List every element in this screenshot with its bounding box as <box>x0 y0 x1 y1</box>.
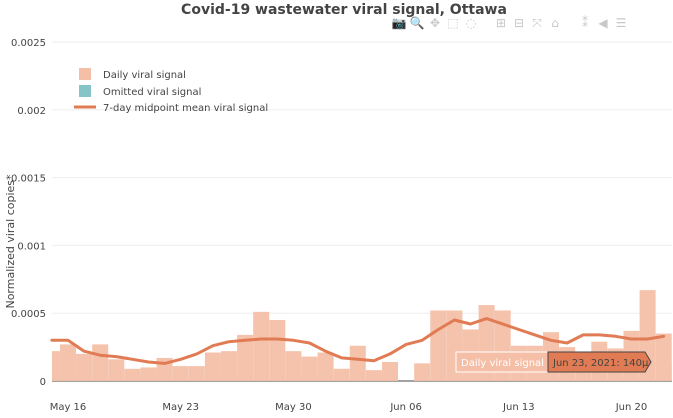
bar-daily-viral-signal[interactable] <box>76 354 92 381</box>
bar-daily-viral-signal[interactable] <box>253 312 269 381</box>
bar-daily-viral-signal[interactable] <box>141 367 157 381</box>
x-tick-label: May 23 <box>162 402 199 413</box>
bar-daily-viral-signal[interactable] <box>350 346 366 381</box>
bar-daily-viral-signal[interactable] <box>334 369 350 381</box>
box-select-icon[interactable]: ⬚ <box>446 16 460 30</box>
x-tick-label: May 30 <box>275 402 312 413</box>
x-tick-label: Jun 20 <box>615 402 648 413</box>
chart-modebar: 📷 🔍 ✥ ⬚ ◌ ⊞ ⊟ ⤧ ⌂ ⁑ ◀ ☰ <box>392 14 628 32</box>
y-tick-label: 0.0025 <box>11 38 46 49</box>
x-tick-label: May 16 <box>50 402 87 413</box>
bar-daily-viral-signal[interactable] <box>269 320 285 381</box>
hover-compare-icon[interactable]: ☰ <box>614 16 628 30</box>
x-tick-label: Jun 13 <box>502 402 535 413</box>
y-tick-label: 0 <box>40 377 46 388</box>
home-icon[interactable]: ⌂ <box>548 16 562 30</box>
legend-swatch <box>79 85 91 97</box>
bar-daily-viral-signal[interactable] <box>656 334 672 381</box>
bar-daily-viral-signal[interactable] <box>92 344 108 381</box>
bar-daily-viral-signal[interactable] <box>366 370 382 381</box>
y-tick-label: 0.002 <box>17 106 46 117</box>
y-axis-title: Normalized viral copies* <box>4 174 17 309</box>
legend-label[interactable]: 7-day midpoint mean viral signal <box>103 103 268 114</box>
pan-icon[interactable]: ✥ <box>428 16 442 30</box>
zoom-icon[interactable]: 🔍 <box>410 16 424 30</box>
y-tick-label: 0.0005 <box>11 309 46 320</box>
lasso-icon[interactable]: ◌ <box>464 16 478 30</box>
x-tick-label: Jun 06 <box>389 402 422 413</box>
bar-daily-viral-signal[interactable] <box>414 363 430 381</box>
bar-daily-viral-signal[interactable] <box>52 351 60 381</box>
bar-daily-viral-signal[interactable] <box>108 359 124 381</box>
bar-daily-viral-signal[interactable] <box>285 351 301 381</box>
bar-daily-viral-signal[interactable] <box>60 344 76 381</box>
autoscale-icon[interactable]: ⤧ <box>530 16 544 30</box>
bar-daily-viral-signal[interactable] <box>173 366 189 381</box>
hover-value-label: Jun 23, 2021: 140μ <box>552 358 649 369</box>
bar-daily-viral-signal[interactable] <box>318 353 334 381</box>
legend-swatch <box>79 68 91 80</box>
hover-closest-icon[interactable]: ◀ <box>596 16 610 30</box>
bar-daily-viral-signal[interactable] <box>189 366 205 381</box>
camera-icon[interactable]: 📷 <box>392 16 406 30</box>
bar-daily-viral-signal[interactable] <box>430 310 446 381</box>
bar-daily-viral-signal[interactable] <box>124 369 140 381</box>
y-tick-label: 0.001 <box>17 241 46 252</box>
zoom-in-icon[interactable]: ⊞ <box>494 16 508 30</box>
bar-daily-viral-signal[interactable] <box>205 353 221 381</box>
legend-label[interactable]: Omitted viral signal <box>103 87 201 98</box>
hover-series-label: Daily viral signal <box>461 358 544 369</box>
bar-daily-viral-signal[interactable] <box>221 351 237 381</box>
legend-label[interactable]: Daily viral signal <box>103 70 186 81</box>
spike-lines-icon[interactable]: ⁑ <box>578 16 592 30</box>
bar-daily-viral-signal[interactable] <box>302 357 318 381</box>
zoom-out-icon[interactable]: ⊟ <box>512 16 526 30</box>
bar-daily-viral-signal[interactable] <box>382 362 398 381</box>
